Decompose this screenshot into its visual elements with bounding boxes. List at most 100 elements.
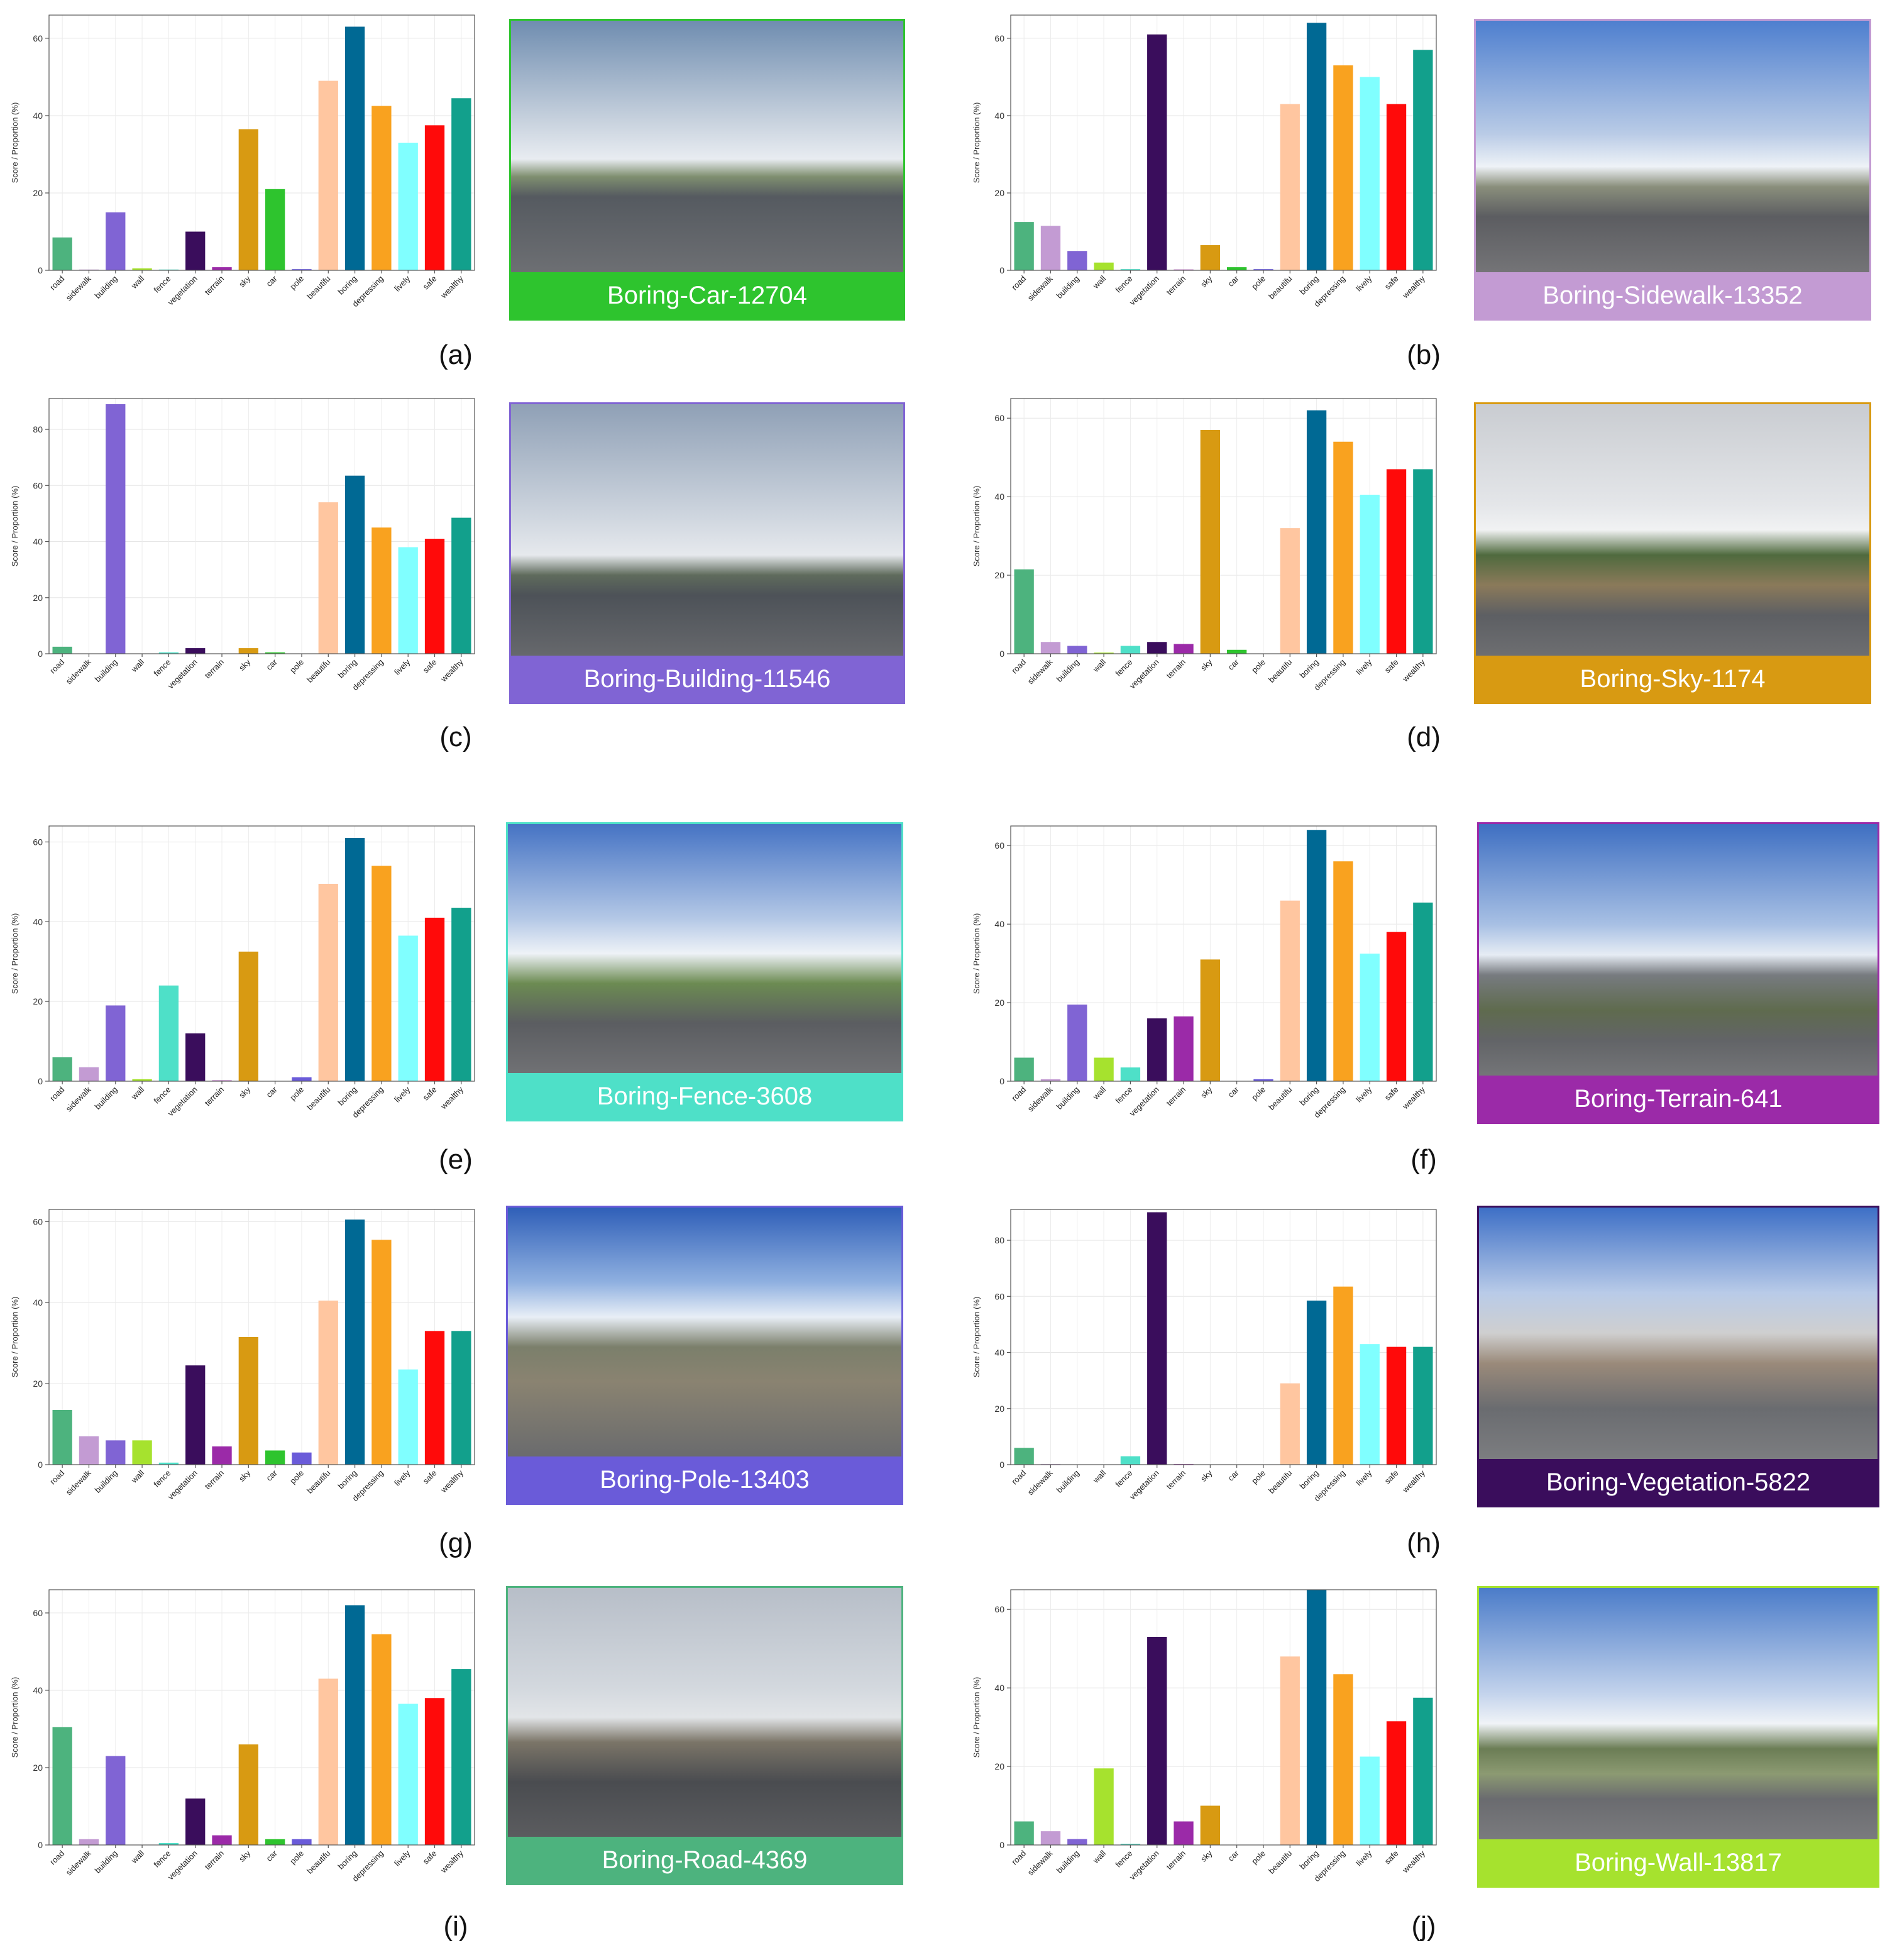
bar-building <box>1067 1839 1087 1845</box>
x-tick-label: safe <box>421 1085 439 1103</box>
x-tick-label: fence <box>151 1849 172 1869</box>
bar-boring <box>344 26 365 271</box>
bar-wall <box>1094 652 1114 654</box>
bar-sky <box>238 648 258 654</box>
photo-caption: Boring-Vegetation-5822 <box>1479 1459 1878 1506</box>
x-tick-label: fence <box>151 274 172 295</box>
x-tick-label: pole <box>288 1468 305 1486</box>
plot-frame <box>48 1209 475 1465</box>
bar-lively <box>398 935 418 1081</box>
x-tick-label: sky <box>1199 1468 1214 1484</box>
photo-f: Boring-Terrain-641 <box>1477 822 1879 1124</box>
x-tick-label: wall <box>1091 1468 1108 1485</box>
x-tick-label: car <box>264 657 279 672</box>
x-tick-label: wealthy <box>1400 1468 1427 1495</box>
bar-vegetation <box>185 1798 206 1845</box>
x-tick-label: boring <box>336 274 359 297</box>
x-tick-label: wealthy <box>438 657 465 684</box>
chart-a: 0 20 40 60 road sidewalk building wall fence vege… <box>0 0 490 339</box>
bar-terrain <box>212 1446 232 1465</box>
bar-fence <box>1120 646 1141 654</box>
plot-frame <box>48 825 475 1082</box>
bar-pole <box>1253 1079 1273 1081</box>
bar-terrain <box>1174 644 1194 654</box>
bar-vegetation <box>1147 1212 1167 1465</box>
photo-c: Boring-Building-11546 <box>509 402 905 704</box>
bar-depressing <box>1333 65 1353 270</box>
y-tick-label: 40 <box>994 1683 1004 1693</box>
x-tick-label: terrain <box>202 274 226 297</box>
bar-sky <box>238 129 258 270</box>
y-tick-label: 40 <box>33 1297 43 1308</box>
bar-fence <box>1120 1067 1141 1081</box>
x-tick-label: boring <box>1298 1849 1321 1871</box>
x-tick-label: wall <box>129 1468 146 1485</box>
bar-safe <box>1386 1721 1407 1845</box>
x-tick-label: pole <box>288 274 305 292</box>
y-tick-label: 40 <box>994 492 1004 502</box>
panel-label-b: (b) <box>1407 339 1441 370</box>
x-tick-label: building <box>93 274 119 300</box>
x-tick-label: safe <box>1383 1468 1400 1486</box>
chart-j: 0 20 40 60 road sidewalk building wall fence vege… <box>962 1575 1452 1914</box>
x-tick-label: terrain <box>1164 658 1187 681</box>
bar-vegetation <box>185 648 206 654</box>
panel-label-c: (c) <box>439 722 472 752</box>
x-tick-label: terrain <box>202 658 226 681</box>
bar-lively <box>1360 77 1380 270</box>
x-tick-label: terrain <box>1164 1468 1187 1492</box>
y-axis-title: Score / Proportion (%) <box>10 1677 19 1758</box>
y-axis-title: Score / Proportion (%) <box>972 1297 981 1378</box>
bar-lively <box>398 143 418 270</box>
x-tick-label: lively <box>392 1084 412 1104</box>
bar-beautifu <box>1280 900 1300 1081</box>
y-tick-label: 40 <box>33 111 43 121</box>
x-tick-label: beautifu <box>305 1849 332 1876</box>
photo-d: Boring-Sky-1174 <box>1474 402 1871 704</box>
bar-fence <box>158 1462 179 1465</box>
x-tick-label: pole <box>1250 274 1267 292</box>
y-tick-label: 0 <box>38 649 43 659</box>
bar-road <box>52 1727 72 1845</box>
x-tick-label: building <box>1055 1468 1081 1495</box>
bar-terrain <box>212 267 232 270</box>
bar-vegetation <box>1147 642 1167 654</box>
bar-lively <box>1360 1756 1380 1845</box>
x-tick-label: building <box>93 1468 119 1495</box>
bar-safe <box>1386 469 1407 654</box>
plot-frame <box>48 1589 475 1846</box>
bar-boring <box>344 1605 365 1845</box>
x-tick-label: wealthy <box>438 273 465 300</box>
photo-caption: Boring-Building-11546 <box>511 656 903 702</box>
y-tick-label: 40 <box>994 111 1004 121</box>
street-view-image <box>1479 1588 1878 1839</box>
bar-boring <box>344 838 365 1081</box>
x-tick-label: car <box>264 1084 279 1099</box>
x-tick-label: wealthy <box>438 1084 465 1111</box>
bar-building <box>1067 251 1087 270</box>
bar-building <box>106 1005 126 1081</box>
bar-wealthy <box>1413 50 1433 270</box>
y-tick-label: 0 <box>38 1460 43 1470</box>
bar-depressing <box>371 106 392 270</box>
x-tick-label: road <box>1009 1849 1028 1867</box>
x-tick-label: safe <box>421 658 439 675</box>
bar-beautifu <box>318 1678 338 1845</box>
bar-wall <box>132 1440 152 1465</box>
x-tick-label: safe <box>1383 1849 1400 1866</box>
x-tick-label: sky <box>237 1468 253 1484</box>
y-tick-label: 60 <box>994 33 1004 43</box>
x-tick-label: boring <box>1298 658 1321 680</box>
bar-beautifu <box>318 80 338 271</box>
y-tick-label: 0 <box>999 649 1004 659</box>
bar-pole <box>292 1839 312 1845</box>
photo-caption: Boring-Wall-13817 <box>1479 1839 1878 1886</box>
x-tick-label: fence <box>1113 1085 1134 1106</box>
x-tick-label: road <box>48 1468 66 1487</box>
y-tick-label: 60 <box>33 33 43 43</box>
y-tick-label: 20 <box>33 1763 43 1773</box>
panel-label-d: (d) <box>1407 722 1441 752</box>
x-tick-label: wealthy <box>438 1848 465 1875</box>
x-tick-label: sidewalk <box>1026 273 1055 302</box>
y-axis-title: Score / Proportion (%) <box>972 913 981 994</box>
